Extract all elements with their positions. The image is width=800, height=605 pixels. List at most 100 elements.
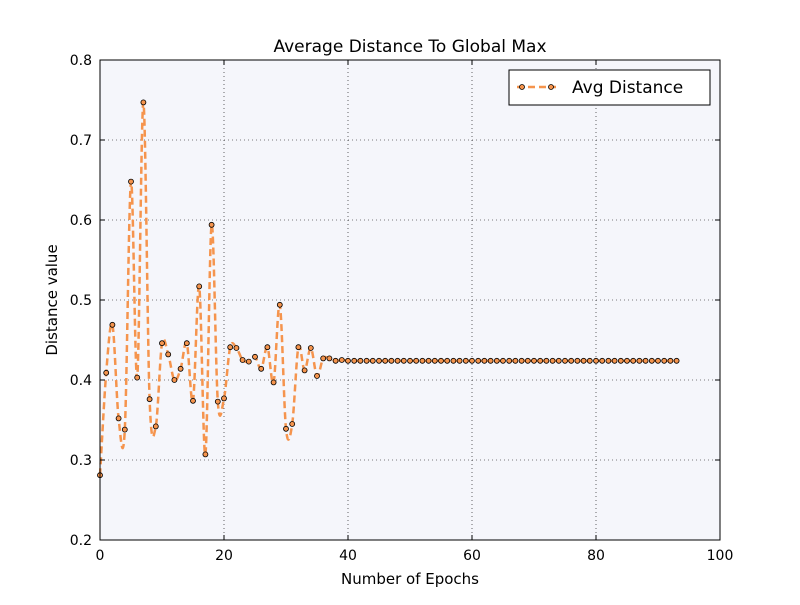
y-tick-label: 0.3 — [70, 453, 92, 469]
x-tick-label: 100 — [707, 548, 734, 564]
data-point — [159, 340, 165, 347]
data-point — [258, 365, 265, 372]
data-point — [419, 357, 426, 364]
x-tick-label: 80 — [587, 548, 605, 564]
data-point — [642, 357, 649, 364]
data-point — [103, 369, 110, 376]
data-point — [233, 345, 240, 351]
data-point — [549, 357, 556, 364]
data-point — [351, 357, 358, 364]
data-point — [524, 357, 531, 364]
data-point — [221, 395, 227, 402]
data-point — [208, 221, 215, 228]
data-point — [165, 351, 172, 358]
data-point — [431, 357, 438, 364]
data-point — [630, 357, 637, 364]
data-point — [295, 344, 302, 351]
axis-ticks: 0 20 40 60 80 100 0.2 0.3 0.4 0.5 0.6 0.7 0.8 — [70, 53, 734, 564]
data-point — [363, 357, 370, 364]
data-point — [326, 355, 333, 362]
data-point — [190, 397, 196, 404]
data-point — [617, 357, 624, 364]
data-point — [574, 357, 581, 364]
data-point — [450, 357, 457, 364]
data-point — [134, 374, 141, 381]
y-tick-label: 0.2 — [70, 533, 92, 549]
y-tick-label: 0.7 — [70, 133, 92, 149]
data-point — [648, 357, 655, 364]
data-point — [276, 301, 283, 308]
x-tick-label: 40 — [339, 548, 357, 564]
data-point — [462, 357, 469, 364]
data-point — [537, 357, 544, 364]
y-tick-label: 0.8 — [70, 53, 92, 69]
data-point — [270, 379, 277, 386]
series-layer — [97, 99, 680, 479]
data-point — [388, 357, 395, 364]
data-point — [543, 357, 550, 364]
data-point — [338, 357, 345, 363]
data-point — [283, 425, 289, 432]
data-point — [481, 357, 488, 364]
data-point — [177, 365, 184, 372]
data-point — [611, 357, 618, 364]
data-point — [121, 426, 128, 433]
data-point — [568, 357, 575, 364]
data-point — [264, 344, 271, 351]
data-point — [469, 357, 475, 364]
x-axis-label: Number of Epochs — [341, 570, 479, 588]
legend-marker — [519, 84, 525, 90]
data-point — [605, 357, 612, 364]
data-point — [394, 357, 401, 364]
data-point — [580, 357, 587, 364]
data-point — [140, 99, 147, 106]
data-point — [555, 357, 562, 364]
data-point — [314, 373, 320, 379]
data-point — [500, 357, 506, 364]
data-point — [239, 357, 246, 363]
legend-box — [508, 69, 711, 106]
data-point — [301, 367, 308, 374]
data-point — [413, 357, 420, 364]
data-point — [506, 357, 513, 364]
data-point — [599, 357, 606, 364]
data-point — [400, 357, 407, 364]
data-point — [444, 357, 451, 364]
x-tick-label: 0 — [96, 548, 105, 564]
data-point — [171, 377, 178, 383]
data-point — [586, 357, 593, 364]
data-point — [562, 357, 568, 364]
x-tick-label: 20 — [215, 548, 233, 564]
data-point — [438, 357, 444, 364]
chart-title: Average Distance To Global Max — [273, 37, 546, 57]
data-point — [512, 357, 519, 364]
data-point — [252, 353, 258, 360]
data-point — [152, 423, 159, 430]
data-point — [661, 357, 668, 364]
data-point — [593, 357, 599, 364]
data-point — [369, 357, 376, 364]
data-point — [115, 415, 122, 422]
data-point — [475, 357, 482, 364]
data-point — [425, 357, 432, 364]
data-point — [624, 357, 630, 364]
data-point — [655, 357, 661, 364]
data-point — [345, 357, 351, 364]
y-tick-label: 0.4 — [70, 373, 92, 389]
data-point — [667, 357, 674, 364]
data-point — [202, 451, 209, 458]
data-point — [109, 321, 116, 328]
data-point — [183, 340, 190, 347]
data-point — [146, 396, 153, 403]
data-point — [196, 283, 203, 290]
data-point — [128, 178, 134, 185]
data-point — [320, 355, 327, 362]
data-point — [376, 357, 382, 364]
data-point — [245, 358, 252, 365]
data-point — [531, 357, 537, 364]
legend-label: Avg Distance — [572, 78, 683, 98]
data-point — [382, 357, 389, 364]
grid-lines — [100, 60, 720, 540]
data-point — [407, 357, 413, 364]
